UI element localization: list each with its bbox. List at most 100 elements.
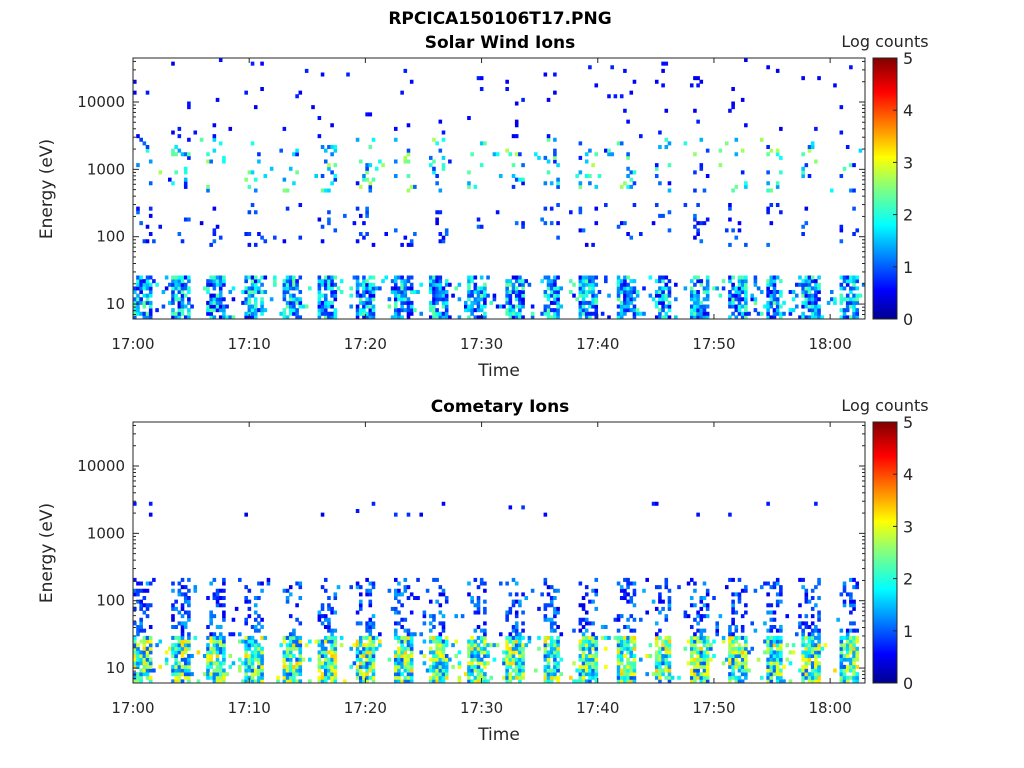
spectrogram-cell — [177, 650, 182, 655]
spectrogram-cell — [203, 672, 207, 677]
spectrogram-cell — [320, 679, 325, 684]
spectrogram-cell — [578, 643, 583, 648]
spectrogram-cell — [295, 617, 299, 622]
spectrogram-cell — [737, 311, 742, 316]
colorbar-tick-label: 5 — [903, 49, 913, 68]
spectrogram-cell — [775, 646, 780, 651]
cometary-spectrogram — [133, 501, 860, 684]
spectrogram-cell — [470, 596, 474, 601]
spectrogram-cell — [546, 675, 551, 680]
spectrogram-cell — [174, 661, 178, 666]
spectrogram-cell — [362, 235, 366, 240]
spectrogram-cell — [664, 286, 669, 291]
spectrogram-cell — [365, 628, 369, 633]
spectrogram-cell — [508, 290, 513, 295]
spectrogram-cell — [775, 643, 780, 648]
spectrogram-cell — [508, 650, 513, 655]
spectrogram-cell — [508, 635, 513, 640]
spectrogram-cell — [250, 290, 255, 295]
spectrogram-cell — [320, 188, 325, 193]
spectrogram-cell — [553, 155, 557, 160]
spectrogram-cell — [320, 279, 325, 284]
spectrogram-cell — [499, 304, 503, 309]
spectrogram-cell — [403, 300, 408, 305]
spectrogram-cell — [728, 242, 732, 247]
spectrogram-cell — [521, 592, 525, 597]
spectrogram-cell — [572, 282, 576, 287]
spectrogram-cell — [553, 90, 557, 95]
spectrogram-cell — [473, 300, 478, 305]
spectrogram-cell — [623, 646, 627, 651]
spectrogram-cell — [323, 679, 328, 684]
spectrogram-cell — [626, 646, 630, 651]
spectrogram-cell — [693, 657, 697, 662]
spectrogram-cell — [667, 635, 672, 640]
spectrogram-cell — [518, 635, 522, 640]
spectrogram-cell — [772, 300, 777, 305]
spectrogram-cell — [479, 635, 484, 640]
spectrogram-cell — [604, 203, 608, 208]
spectrogram-cell — [556, 181, 560, 186]
spectrogram-cell — [349, 664, 353, 669]
spectrogram-cell — [183, 675, 188, 680]
spectrogram-cell — [696, 275, 700, 280]
spectrogram-cell — [839, 275, 844, 280]
spectrogram-cell — [616, 643, 621, 648]
spectrogram-cell — [199, 137, 204, 142]
spectrogram-cell — [244, 599, 248, 604]
spectrogram-cell — [845, 275, 850, 280]
spectrogram-cell — [594, 293, 599, 298]
spectrogram-cell — [845, 675, 850, 680]
spectrogram-cell — [616, 304, 621, 309]
spectrogram-cell — [298, 668, 303, 673]
spectrogram-cell — [578, 603, 583, 608]
spectrogram-cell — [521, 672, 525, 677]
spectrogram-cell — [852, 639, 856, 644]
spectrogram-cell — [849, 596, 853, 601]
spectrogram-cell — [199, 221, 204, 226]
spectrogram-cell — [479, 639, 484, 644]
spectrogram-cell — [155, 308, 159, 313]
spectrogram-cell — [654, 300, 659, 305]
spectrogram-cell — [667, 603, 672, 608]
spectrogram-cell — [438, 650, 443, 655]
spectrogram-cell — [136, 599, 140, 604]
spectrogram-cell — [654, 668, 659, 673]
spectrogram-cell — [295, 672, 299, 677]
spectrogram-cell — [187, 643, 191, 648]
spectrogram-cell — [616, 224, 621, 229]
spectrogram-cell — [285, 188, 290, 193]
spectrogram-cell — [540, 592, 544, 597]
spectrogram-cell — [285, 304, 290, 309]
spectrogram-cell — [406, 596, 411, 601]
spectrogram-cell — [444, 282, 449, 287]
spectrogram-cell — [133, 286, 137, 291]
spectrogram-cell — [521, 610, 525, 615]
spectrogram-cell — [409, 664, 414, 669]
spectrogram-cell — [667, 163, 672, 168]
spectrogram-cell — [148, 311, 153, 316]
spectrogram-cell — [693, 581, 697, 586]
spectrogram-cell — [664, 635, 669, 640]
spectrogram-cell — [514, 664, 519, 669]
spectrogram-cell — [355, 275, 360, 280]
spectrogram-cell — [607, 152, 611, 157]
spectrogram-cell — [136, 625, 140, 630]
spectrogram-cell — [327, 221, 331, 226]
spectrogram-cell — [505, 148, 509, 153]
spectrogram-cell — [855, 664, 860, 669]
spectrogram-cell — [397, 311, 401, 316]
spectrogram-cell — [403, 617, 408, 622]
spectrogram-cell — [177, 311, 182, 316]
spectrogram-cell — [521, 224, 525, 229]
spectrogram-cell — [744, 293, 748, 298]
spectrogram-cell — [244, 311, 248, 316]
spectrogram-cell — [839, 174, 844, 179]
spectrogram-cell — [549, 679, 554, 684]
spectrogram-cell — [292, 668, 296, 673]
spectrogram-cell — [683, 610, 688, 615]
spectrogram-cell — [619, 282, 624, 287]
spectrogram-cell — [588, 311, 592, 316]
spectrogram-cell — [543, 290, 548, 295]
spectrogram-cell — [285, 588, 290, 593]
